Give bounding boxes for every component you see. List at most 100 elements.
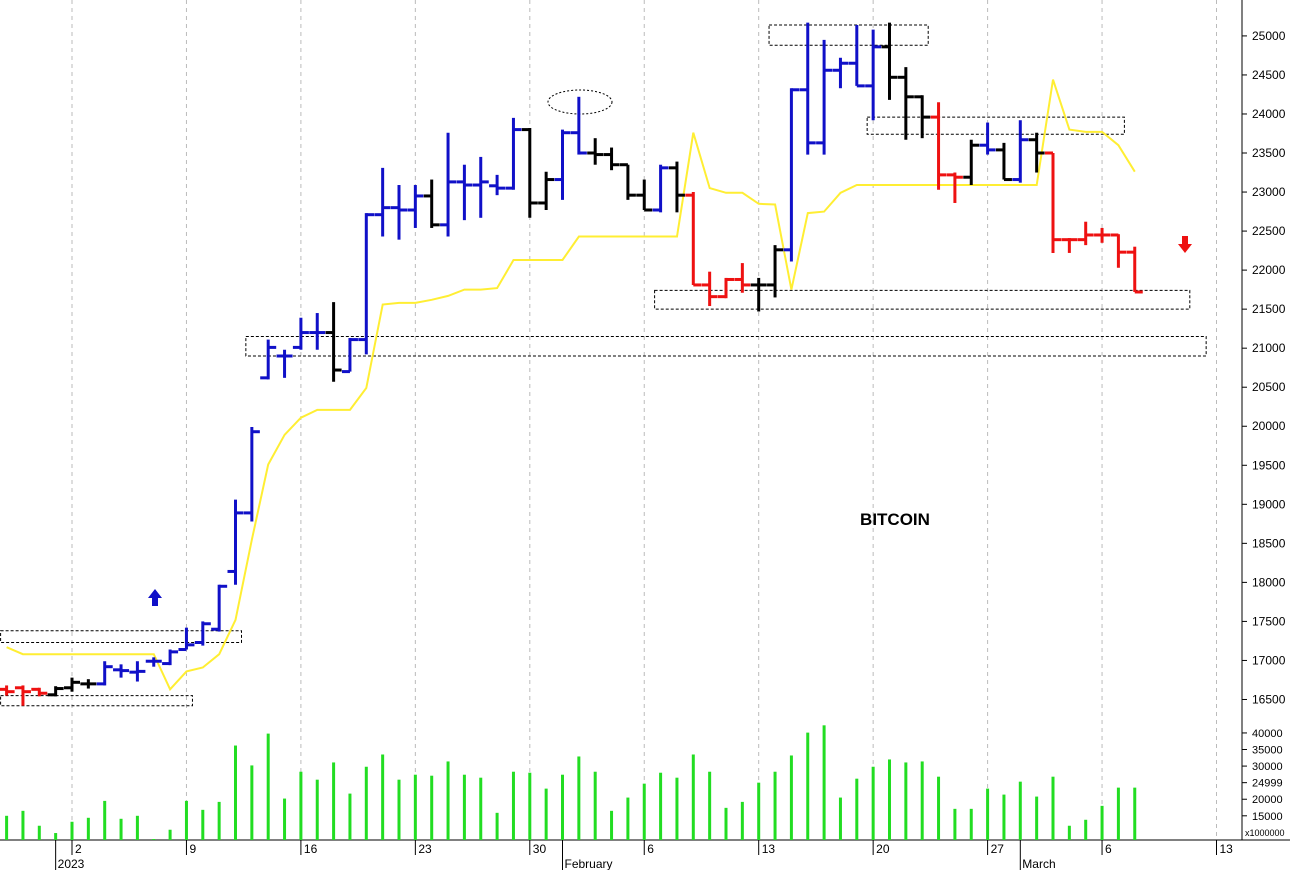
volume-bar	[103, 800, 107, 840]
volume-bar	[21, 810, 25, 840]
ohlc-bar	[162, 649, 179, 666]
y-tick-label: 24500	[1252, 68, 1286, 82]
volume-bar	[283, 798, 287, 840]
volume-bar	[838, 797, 842, 840]
x-tick-label: 13	[1220, 842, 1234, 856]
x-tick-label: 23	[418, 842, 432, 856]
ohlc-bar	[407, 185, 424, 228]
ohlc-bar	[31, 687, 48, 697]
ohlc-bar	[1045, 151, 1061, 253]
volume-bar	[250, 765, 254, 840]
volume-bar	[773, 771, 777, 840]
volume-bar	[184, 800, 188, 840]
ohlc-bar	[685, 192, 702, 287]
volume-bar	[544, 788, 548, 840]
zone	[866, 116, 1125, 135]
y-tick-label: 25000	[1252, 29, 1286, 43]
ohlc-bar	[1028, 132, 1045, 173]
ohlc-bar	[325, 302, 342, 382]
zone	[245, 335, 1207, 357]
volume-bar	[1133, 787, 1137, 840]
volume-bar	[740, 801, 744, 840]
ohlc-bar	[1126, 246, 1143, 294]
zone	[0, 630, 242, 643]
volume-bar	[495, 812, 499, 840]
y-tick-label: 23500	[1252, 146, 1286, 160]
ohlc-bar	[636, 179, 653, 212]
ohlc-bar	[391, 185, 407, 240]
ohlc-bar	[603, 147, 620, 171]
down-arrow	[1178, 236, 1192, 253]
volume-bar	[152, 839, 156, 840]
volume-bar	[937, 776, 941, 840]
ohlc-bar	[554, 129, 571, 200]
ohlc-bar	[881, 22, 898, 100]
volume-bar	[1067, 825, 1071, 840]
volume-bar	[642, 783, 646, 840]
x-tick-label: 16	[304, 842, 318, 856]
volume-bar	[479, 777, 483, 840]
x-tick-label: 6	[647, 842, 654, 856]
volume-bar	[626, 797, 630, 840]
annotation: BITCOIN	[860, 510, 930, 529]
y-tick-label: 22000	[1252, 263, 1286, 277]
volume-bar	[675, 777, 679, 840]
ohlc-bar	[276, 349, 293, 378]
x-tick-label: 2	[75, 842, 82, 856]
ohlc-bar	[767, 245, 784, 298]
zone	[654, 289, 1191, 310]
ohlc-bar	[292, 317, 309, 350]
ohlc-bar	[227, 499, 244, 585]
month-label: February	[565, 857, 613, 870]
ohlc-bar	[701, 271, 718, 307]
ohlc-bar	[456, 164, 473, 221]
ohlc-bar	[440, 132, 457, 237]
ohlc-bar	[14, 685, 31, 706]
volume-bar	[593, 771, 597, 840]
volume-bar	[577, 756, 581, 840]
ohlc-bar	[358, 213, 375, 355]
volume-bar	[1116, 787, 1120, 840]
x-tick-label: 27	[991, 842, 1005, 856]
y-tick-label: 24000	[1252, 107, 1286, 121]
volume-bar	[364, 766, 368, 840]
up-arrow	[148, 589, 162, 606]
ohlc-bar	[1061, 238, 1078, 253]
ohlc-bar	[374, 167, 391, 237]
x-tick-label: 20	[876, 842, 890, 856]
y-tick-label: 21000	[1252, 341, 1286, 355]
volume-bar	[168, 829, 172, 840]
ohlc-bar	[211, 584, 228, 632]
ohlc-bar	[0, 685, 15, 696]
ohlc-bar	[178, 627, 195, 652]
ohlc-bar	[341, 338, 358, 374]
volume-bar	[920, 761, 924, 840]
trend-line	[6, 79, 1136, 692]
volume-bar	[871, 766, 875, 840]
ohlc-bar	[1077, 221, 1094, 246]
volume-bar	[70, 821, 74, 840]
ohlc-bar	[848, 24, 865, 88]
volume-bar	[234, 745, 237, 840]
y-tick-label: 17000	[1252, 653, 1286, 667]
ohlc-bar	[521, 128, 538, 218]
ohlc-bar	[260, 339, 277, 380]
ohlc-bar	[80, 679, 97, 689]
x-tick-label: 9	[189, 842, 196, 856]
volume-axis-label: x1000000	[1245, 828, 1285, 838]
volume-bar	[5, 815, 9, 840]
volume-bar	[397, 779, 401, 840]
volume-bar	[888, 759, 891, 840]
y-tick-label: 20500	[1252, 380, 1286, 394]
volume-bar	[969, 808, 973, 840]
month-label: March	[1022, 857, 1055, 870]
ohlc-bar	[619, 163, 636, 200]
ohlc-bar	[194, 621, 211, 646]
ohlc-bar	[946, 172, 963, 203]
volume-tick-label: 24999	[1252, 778, 1283, 790]
ohlc-bar	[145, 657, 162, 667]
volume-bar	[381, 754, 385, 840]
ohlc-bar	[1094, 227, 1111, 243]
